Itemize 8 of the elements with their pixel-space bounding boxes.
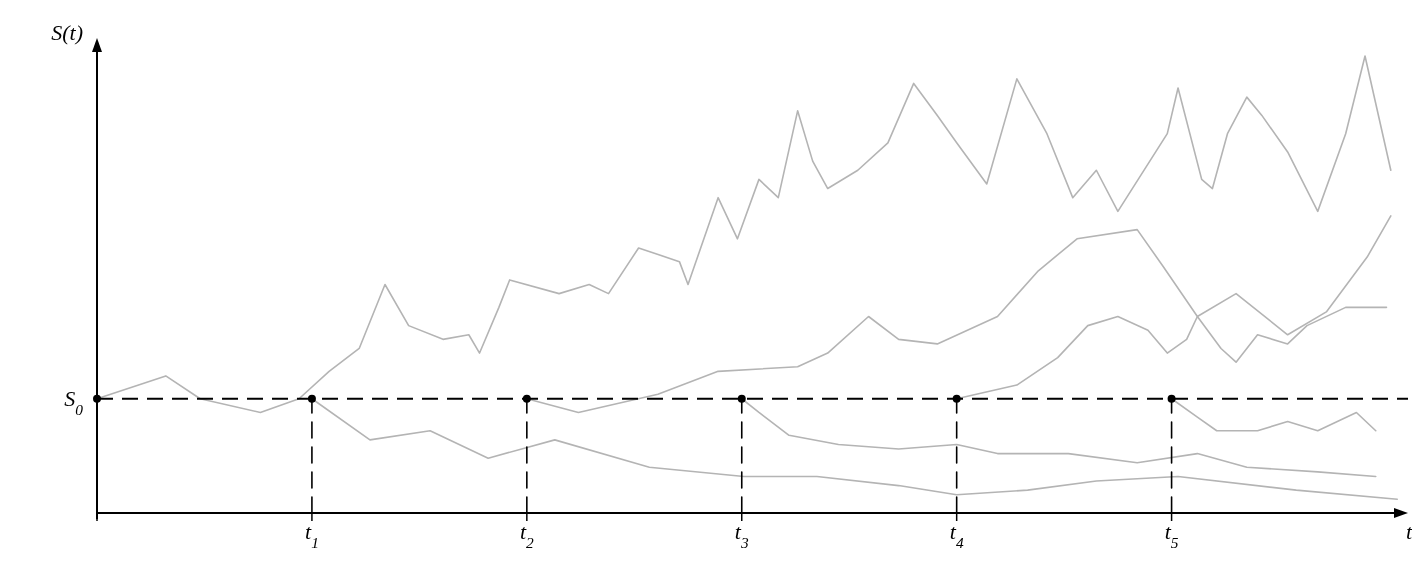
x-tick-label: t$_{3}$ — [734, 519, 749, 551]
x-tick-label: t$_{2}$ — [519, 519, 535, 551]
x-axis-title: t — [1405, 519, 1413, 544]
x-tick-label: t$_{1}$ — [305, 519, 319, 551]
x-tick-label: t$_{5}$ — [1164, 519, 1179, 551]
ref-line-label: S$_{0}$ — [64, 385, 84, 418]
y-axis-title: S(t) — [51, 20, 83, 45]
x-tick-label: t$_{4}$ — [949, 519, 964, 551]
